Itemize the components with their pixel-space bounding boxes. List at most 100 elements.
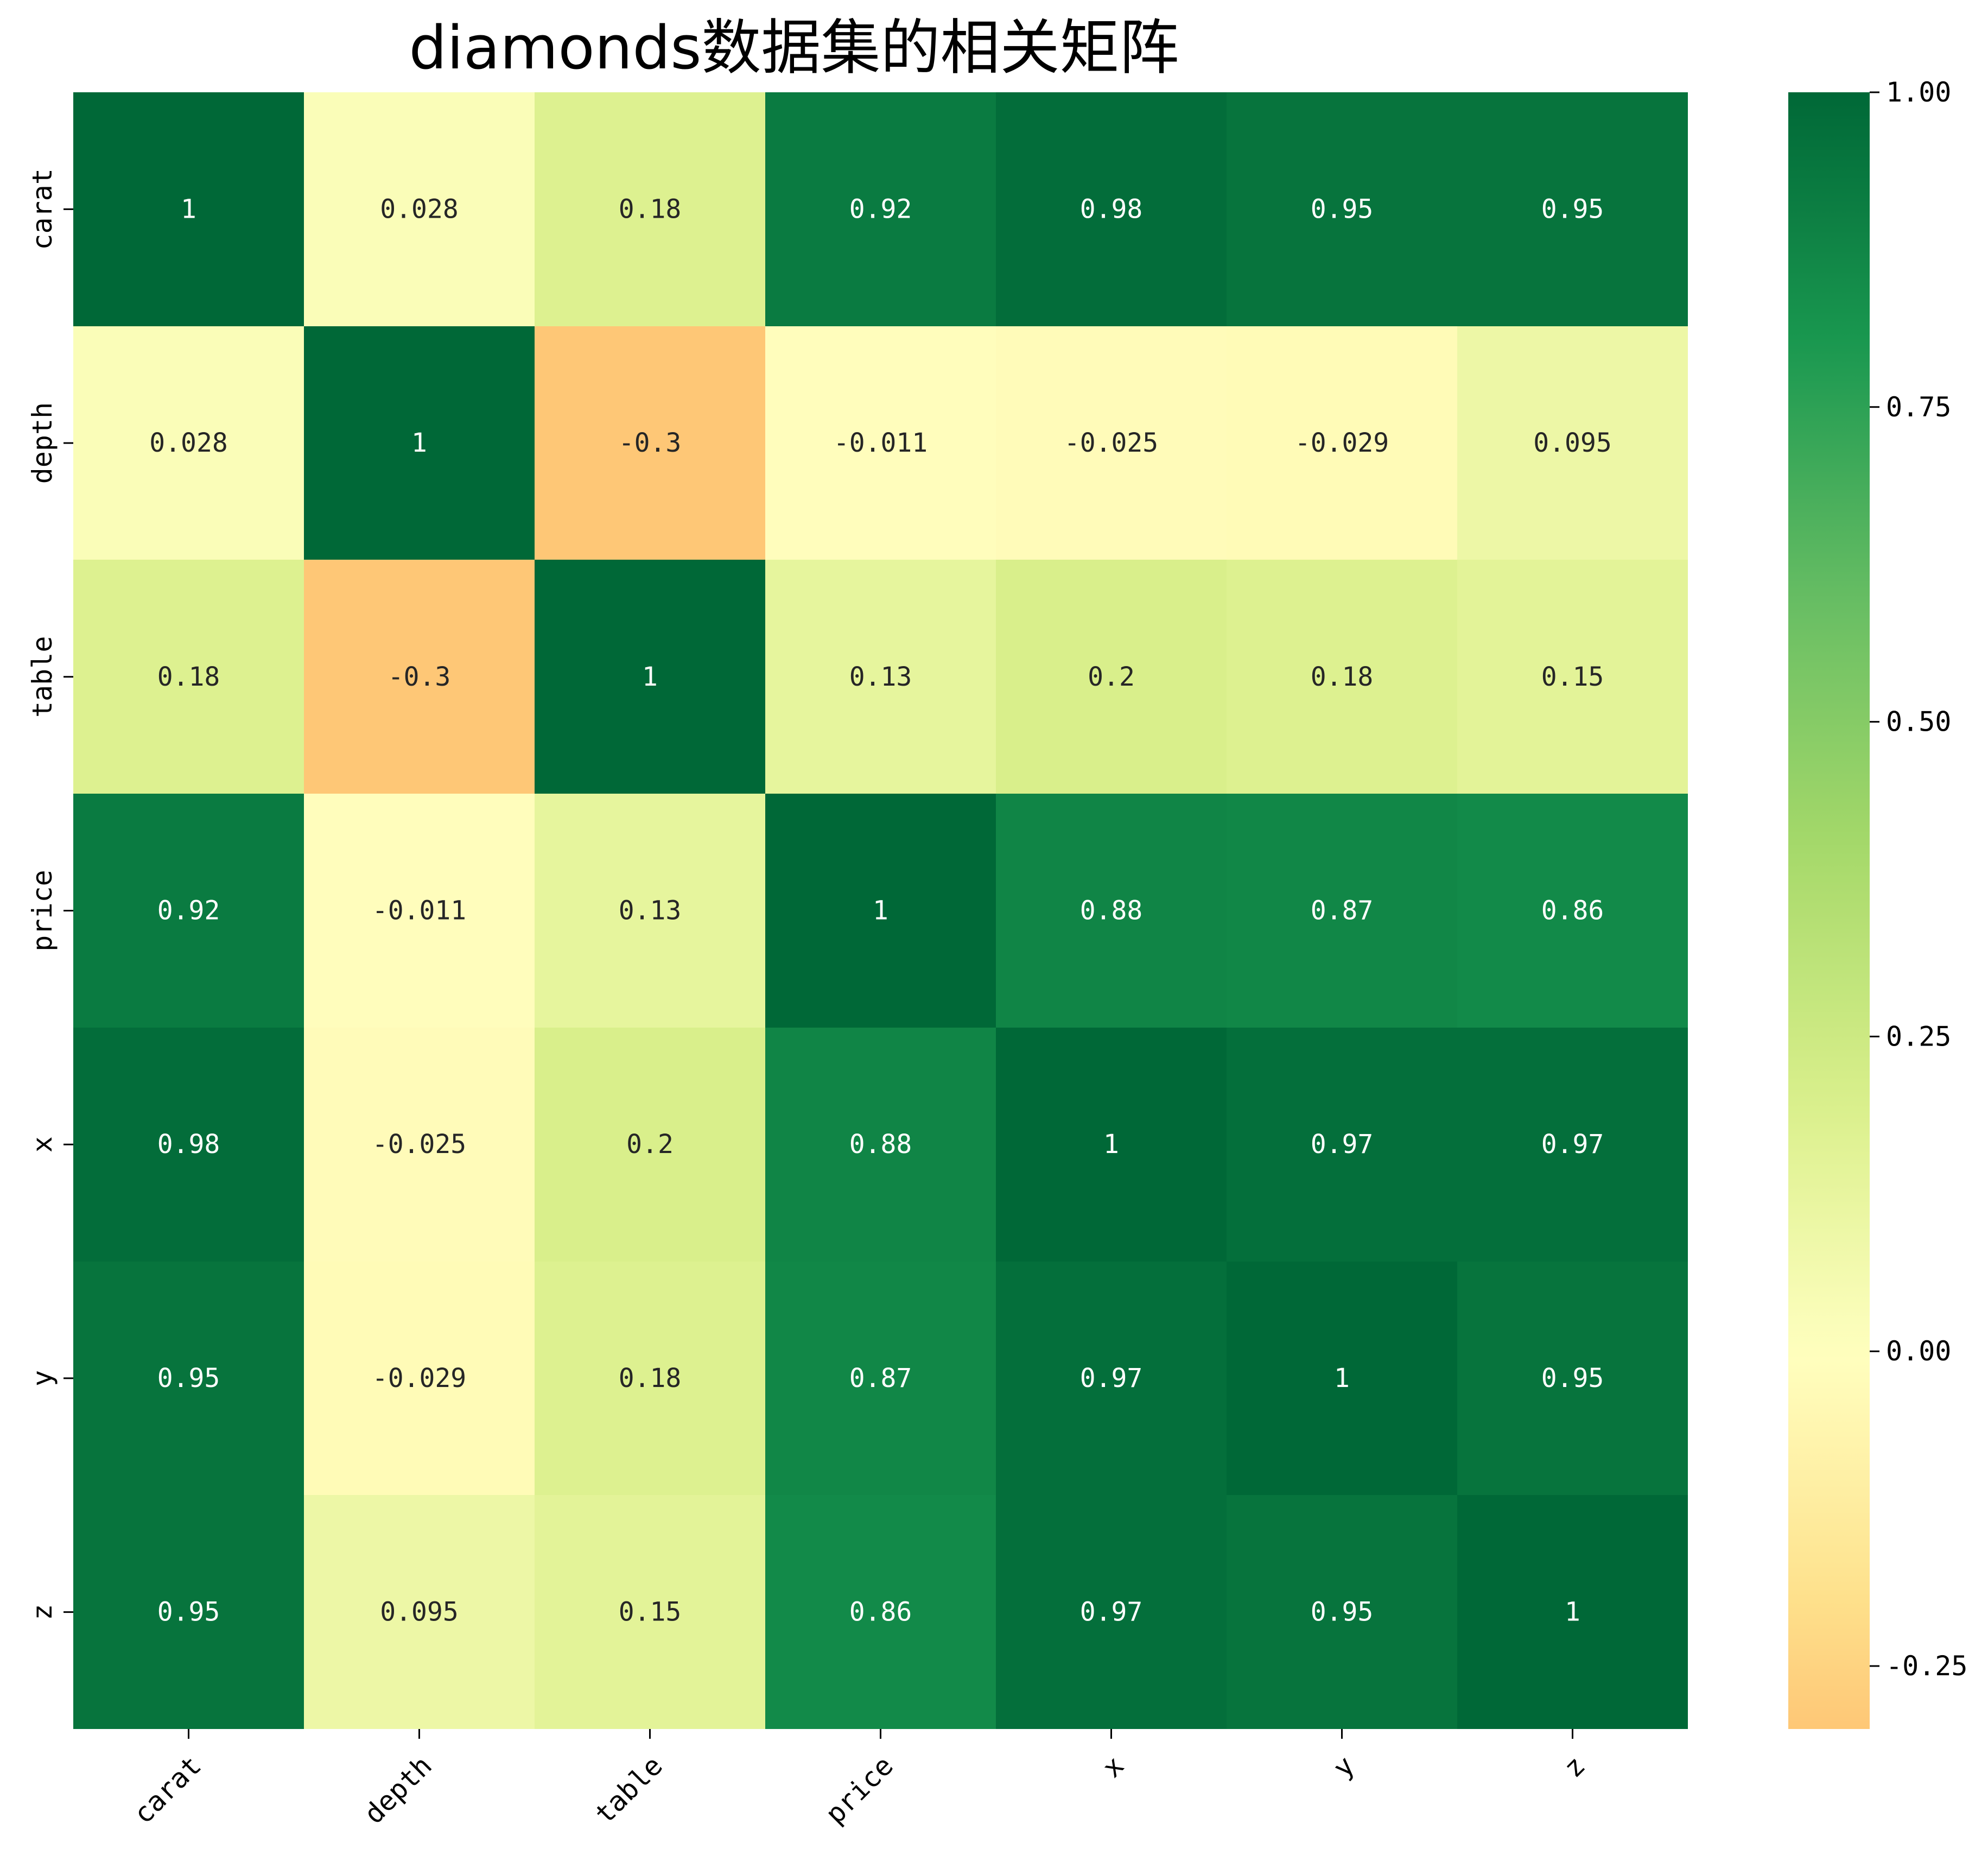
cell-annotation: 0.95 [157,1597,220,1627]
heatmap-cell-table-table [535,560,765,794]
colorbar-tick-label: 0.25 [1886,1021,1951,1052]
cell-annotation: 0.97 [1080,1597,1143,1627]
cell-annotation: 0.95 [157,1363,220,1394]
cell-annotation: -0.029 [1295,428,1389,458]
cell-annotation: 0.97 [1541,1129,1604,1160]
cell-annotation: 0.97 [1080,1363,1143,1394]
heatmap-cell-depth-table [535,326,765,560]
heatmap-cell-carat-z [1457,92,1688,326]
heatmap-cell-y-table [535,1262,765,1495]
cell-annotation: 0.18 [1311,662,1374,692]
heatmap-cell-y-x [996,1262,1227,1495]
heatmap-cell-carat-y [1227,92,1457,326]
heatmap-cell-table-z [1457,560,1688,794]
cell-annotation: -0.029 [372,1363,466,1394]
cell-annotation: 1 [1334,1363,1350,1394]
heatmap-cell-depth-depth [304,326,535,560]
cell-annotation: 0.98 [157,1129,220,1160]
cell-annotation: -0.025 [1064,428,1158,458]
cell-annotation: 0.92 [849,194,912,224]
cell-annotation: 1 [642,662,658,692]
cell-annotation: 0.87 [849,1363,912,1394]
cell-annotation: 0.87 [1311,896,1374,926]
heatmap-cell-z-depth [304,1495,535,1729]
cell-annotation: 0.18 [157,662,220,692]
heatmap-cell-price-table [535,794,765,1028]
y-axis: carat depth table price x y z [27,168,73,1620]
heatmap-cell-z-x [996,1495,1227,1729]
heatmap-cell-z-table [535,1495,765,1729]
cell-annotation: 1 [1565,1597,1580,1627]
y-tick-label: z [27,1604,58,1620]
heatmap-cell-depth-price [765,326,996,560]
heatmap-cell-carat-x [996,92,1227,326]
heatmap-cell-x-table [535,1028,765,1262]
cell-annotation: 0.15 [619,1597,682,1627]
heatmap-cell-carat-table [535,92,765,326]
colorbar-tick-label: 0.00 [1886,1335,1951,1367]
colorbar-tick-label: 1.00 [1886,77,1951,108]
cell-annotation: 0.028 [380,194,459,224]
heatmap-cell-depth-carat [73,326,304,560]
cell-annotation: -0.3 [388,662,451,692]
colorbar-axis: 1.00 0.75 0.50 0.25 0.00 -0.25 [1870,77,1968,1682]
colorbar-tick-label: 0.50 [1886,706,1951,738]
cell-annotation: 1 [181,194,196,224]
cell-annotation: 0.98 [1080,194,1143,224]
heatmap-cell-carat-price [765,92,996,326]
heatmap-cell-price-x [996,794,1227,1028]
cell-annotation: 0.88 [849,1129,912,1160]
heatmap-cell-z-carat [73,1495,304,1729]
cell-annotation: -0.025 [372,1129,466,1160]
heatmap-cell-x-x [996,1028,1227,1262]
y-tick-label: depth [27,402,58,484]
heatmap-cell-table-carat [73,560,304,794]
cell-annotation: -0.3 [619,428,682,458]
heatmap-cell-table-depth [304,560,535,794]
cell-annotation: 1 [873,896,888,926]
cell-annotation: 0.18 [619,194,682,224]
chart-title: diamonds数据集的相关矩阵 [409,13,1179,83]
cell-annotation: 0.15 [1541,662,1604,692]
heatmap-cell-depth-x [996,326,1227,560]
heatmap-cells [73,92,1688,1729]
heatmap-cell-x-price [765,1028,996,1262]
heatmap-cell-x-carat [73,1028,304,1262]
heatmap-cell-price-z [1457,794,1688,1028]
heatmap-cell-price-carat [73,794,304,1028]
heatmap-cell-y-price [765,1262,996,1495]
heatmap-cell-y-z [1457,1262,1688,1495]
colorbar-tick-label: -0.25 [1886,1650,1968,1682]
heatmap-cell-z-z [1457,1495,1688,1729]
cell-annotation: 0.2 [1088,662,1135,692]
heatmap-cell-depth-y [1227,326,1457,560]
heatmap-cell-table-y [1227,560,1457,794]
y-tick-label: price [27,870,58,952]
heatmap-cell-table-x [996,560,1227,794]
heatmap-cell-depth-z [1457,326,1688,560]
colorbar-tick-label: 0.75 [1886,391,1951,423]
heatmap-cell-price-y [1227,794,1457,1028]
cell-annotation: 0.95 [1311,1597,1374,1627]
heatmap-cell-x-z [1457,1028,1688,1262]
y-tick-label: table [27,636,58,718]
cell-annotation: -0.011 [372,896,466,926]
cell-annotation: 0.095 [1533,428,1612,458]
colorbar [1788,92,1870,1729]
cell-annotation: 0.86 [1541,896,1604,926]
cell-annotation: 0.2 [626,1129,674,1160]
cell-annotation: -0.011 [834,428,928,458]
cell-annotation: 0.95 [1541,1363,1604,1394]
heatmap-cell-carat-depth [304,92,535,326]
heatmap-cell-table-price [765,560,996,794]
cell-annotation: 0.18 [619,1363,682,1394]
y-tick-label: y [27,1370,58,1386]
cell-annotation: 0.13 [619,896,682,926]
y-tick-label: carat [27,168,58,250]
heatmap-cell-x-depth [304,1028,535,1262]
cell-annotation: 1 [1103,1129,1119,1160]
cell-annotation: 0.095 [380,1597,459,1627]
y-tick-label: x [27,1136,58,1152]
